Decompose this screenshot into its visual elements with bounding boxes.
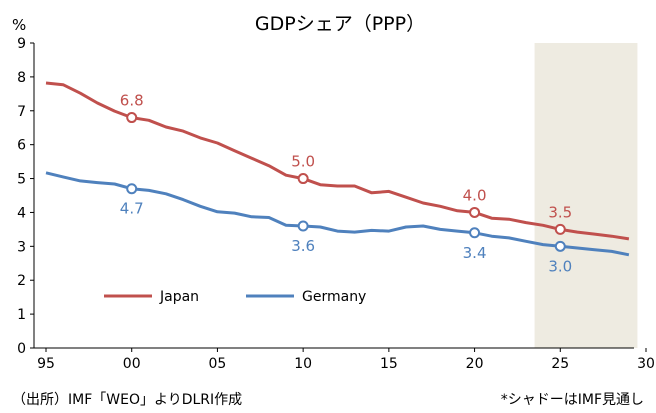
data-point-germany: [469, 227, 481, 239]
y-tick-label: 3: [17, 239, 26, 255]
data-point-japan: [297, 173, 309, 185]
x-tick-label: 15: [380, 356, 398, 372]
legend-label-japan: Japan: [159, 289, 199, 305]
data-point-germany: [297, 220, 309, 232]
y-tick-label: 8: [17, 70, 26, 86]
y-tick-label: 7: [17, 104, 26, 120]
legend: Japan Germany: [104, 289, 366, 305]
source-note: （出所）IMF「WEO」よりDLRI作成: [12, 392, 242, 408]
data-point-japan: [554, 223, 566, 235]
forecast-note: *シャドーはIMF見通し: [501, 392, 644, 408]
data-label-japan: 3.5: [548, 203, 572, 221]
y-tick-label: 0: [17, 341, 26, 357]
data-label-germany: 4.7: [120, 200, 144, 218]
x-tick-label: 00: [123, 356, 141, 372]
data-label-japan: 4.0: [463, 186, 487, 204]
chart-title: GDPシェア（PPP）: [255, 13, 425, 35]
y-tick-label: 9: [17, 36, 26, 52]
y-tick-label: 2: [17, 273, 26, 289]
data-label-japan: 6.8: [120, 92, 144, 110]
y-tick-label: 6: [17, 138, 26, 154]
y-axis-ticks: 0 1 2 3 4 5 6 7 8 9: [17, 36, 34, 357]
data-label-germany: 3.6: [291, 237, 315, 255]
forecast-shade: [534, 43, 638, 348]
y-tick-label: 5: [17, 172, 26, 188]
y-tick-label: 1: [17, 307, 26, 323]
y-axis-unit: %: [12, 16, 26, 34]
data-point-germany: [554, 240, 566, 252]
data-point-japan: [126, 112, 138, 124]
x-tick-label: 30: [637, 356, 655, 372]
series-line-germany: [45, 171, 630, 257]
x-tick-label: 10: [294, 356, 312, 372]
series-line-japan: [45, 81, 630, 241]
series-layer: 6.8 5.0 4.0 3.5 4.7 3.6 3.4 3.0: [45, 81, 630, 275]
data-label-japan: 5.0: [291, 153, 315, 171]
x-tick-label: 05: [209, 356, 227, 372]
data-point-japan: [469, 206, 481, 218]
x-axis-ticks: 95 00 05 10 15 20 25 30: [37, 348, 655, 372]
data-label-germany: 3.0: [548, 257, 572, 275]
data-label-germany: 3.4: [463, 244, 487, 262]
x-tick-label: 95: [37, 356, 55, 372]
y-tick-label: 4: [17, 205, 26, 221]
data-point-germany: [126, 183, 138, 195]
x-tick-label: 20: [466, 356, 484, 372]
legend-label-germany: Germany: [302, 289, 366, 305]
x-tick-label: 25: [551, 356, 569, 372]
